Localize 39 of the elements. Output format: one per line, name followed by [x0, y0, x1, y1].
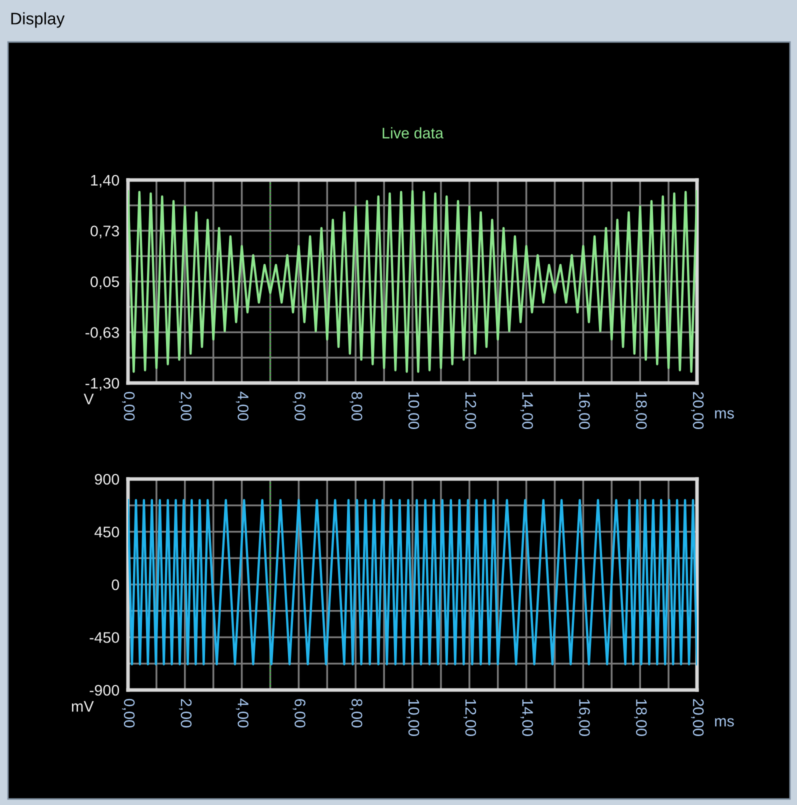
chart-title: Live data: [382, 127, 444, 138]
x-tick-label: 8,00: [350, 392, 362, 420]
y-tick-label: 0,05: [90, 276, 120, 289]
y-tick-label: -0,63: [86, 327, 119, 340]
x-tick-label: 12,00: [463, 700, 476, 736]
x-tick-label: 0,00: [122, 392, 135, 420]
x-tick-label: 10,00: [406, 700, 420, 736]
x-axis-title: ms: [715, 718, 734, 727]
x-axis-title: ms: [715, 410, 734, 419]
x-tick-label: 18,00: [634, 392, 647, 429]
x-tick-label: 10,00: [406, 392, 420, 429]
x-tick-label: 20,00: [691, 699, 704, 736]
y-axis-title: mV: [72, 701, 94, 712]
x-tick-label: 6,00: [292, 699, 306, 728]
y-tick-label: 0,73: [90, 226, 119, 238]
line-series: [128, 190, 697, 373]
x-tick-label: 14,00: [520, 700, 534, 736]
x-tick-label: 2,00: [178, 392, 192, 420]
x-tick-label: 2,00: [178, 699, 192, 728]
x-tick-label: 12,00: [463, 392, 476, 429]
x-tick-label: 8,00: [350, 698, 362, 728]
y-tick-label: -450: [90, 632, 120, 643]
x-tick-label: 16,00: [577, 392, 590, 429]
y-axis-title: V: [84, 394, 94, 404]
x-tick-label: 16,00: [577, 700, 590, 736]
y-tick-label: -1,30: [86, 378, 120, 390]
x-tick-label: 4,00: [236, 392, 249, 420]
y-tick-label: 1,40: [91, 174, 120, 188]
y-tick-label: 0: [112, 579, 120, 590]
x-tick-label: 6,00: [292, 392, 306, 420]
y-tick-label: 900: [94, 474, 120, 485]
y-tick-label: -900: [90, 684, 120, 696]
x-tick-label: 4,00: [236, 698, 249, 728]
x-tick-label: 20,00: [691, 392, 704, 429]
x-tick-label: 14,00: [520, 392, 534, 429]
x-tick-label: 0,00: [122, 698, 135, 728]
y-tick-label: 450: [94, 526, 120, 538]
x-tick-label: 18,00: [634, 700, 647, 736]
text: Display: [11, 12, 65, 28]
